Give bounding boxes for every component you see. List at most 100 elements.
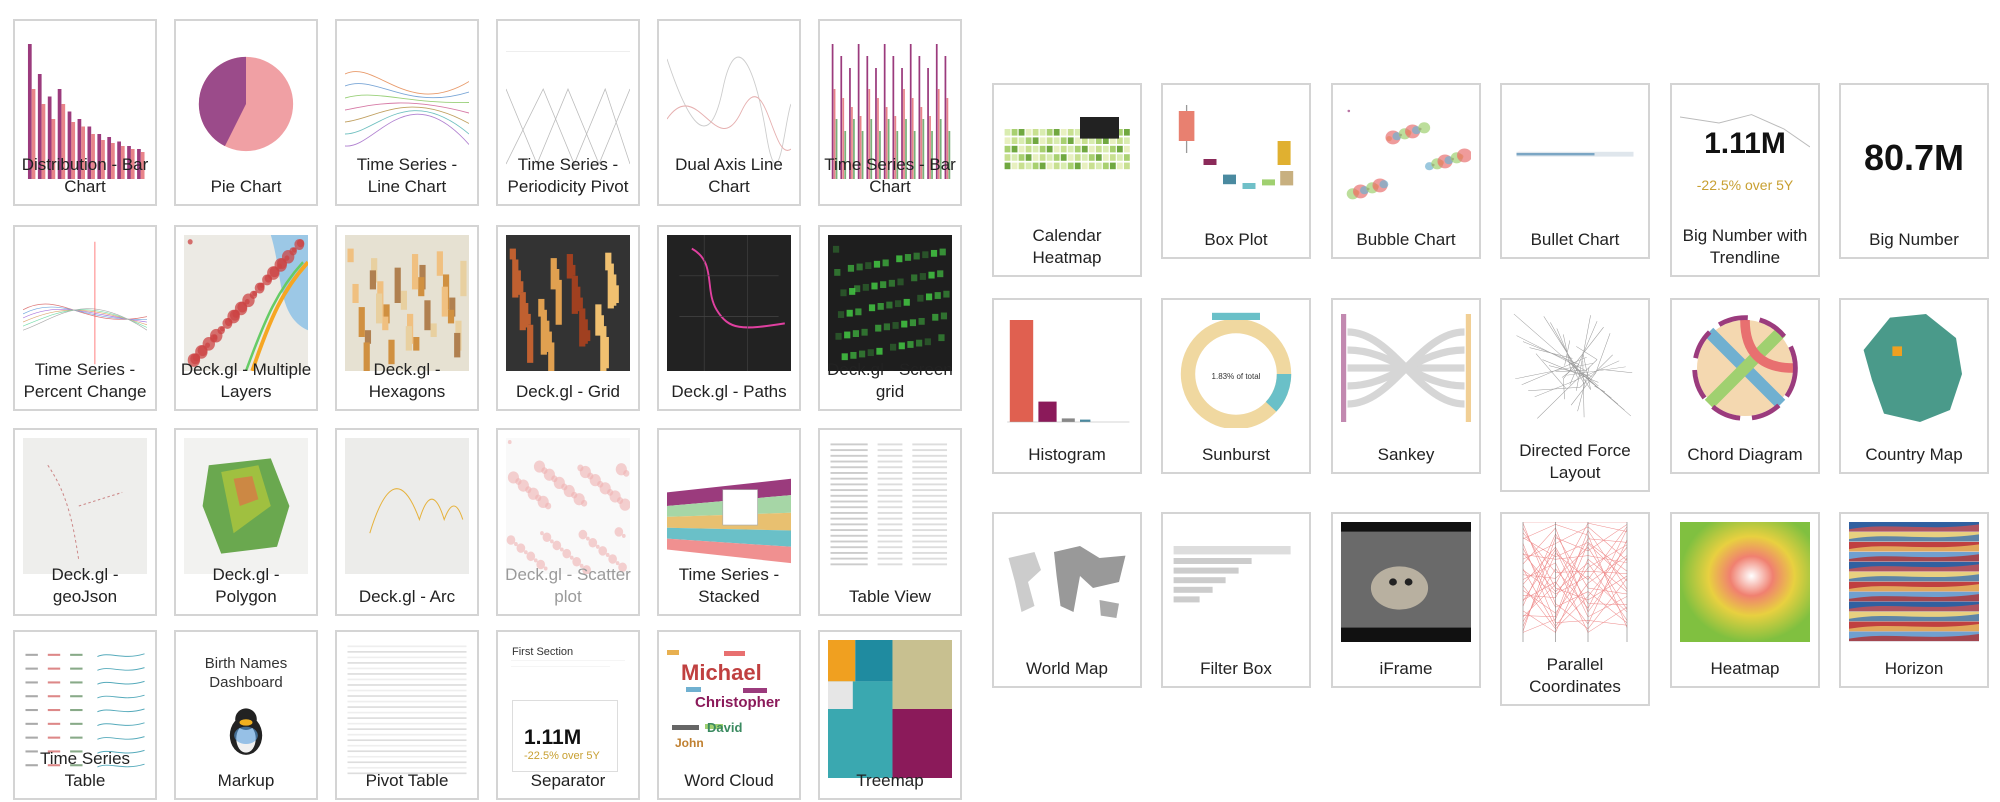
viz-thumbnail (1002, 308, 1132, 428)
viz-tile-label: Deck.gl - Polygon (212, 565, 280, 606)
viz-thumbnail (1510, 93, 1640, 213)
big-number-trend-value: 1.11M (1704, 127, 1786, 160)
viz-thumbnail (1510, 522, 1640, 642)
viz-tile-label: Deck.gl - Hexagons (368, 360, 446, 401)
viz-thumbnail (345, 235, 469, 371)
viz-tile-label: Deck.gl - geoJson (51, 565, 119, 606)
viz-thumbnail (506, 29, 630, 179)
viz-thumbnail (345, 438, 469, 574)
viz-tile-chord-diagram[interactable]: Chord Diagram (1670, 298, 1820, 474)
viz-tile-deck-gl-hexagons[interactable]: Deck.gl - Hexagons (335, 225, 479, 411)
viz-tile-deck-gl-polygon[interactable]: Deck.gl - Polygon (174, 428, 318, 616)
viz-tile-sankey[interactable]: Sankey (1331, 298, 1481, 474)
viz-thumbnail (1171, 93, 1301, 213)
viz-thumbnail: 80.7M (1849, 93, 1979, 213)
viz-tile-bubble-chart[interactable]: Bubble Chart (1331, 83, 1481, 259)
viz-tile-histogram[interactable]: Histogram (992, 298, 1142, 474)
viz-thumbnail (1849, 308, 1979, 428)
viz-thumbnail (828, 235, 952, 371)
viz-thumbnail (23, 235, 147, 371)
viz-thumbnail (345, 29, 469, 179)
viz-tile-big-number-with-trendline[interactable]: 1.11M -22.5% over 5Y Big Number with Trend… (1670, 83, 1820, 277)
word-cloud-word: David (707, 720, 743, 735)
viz-tile-box-plot[interactable]: Box Plot (1161, 83, 1311, 259)
viz-tile-calendar-heatmap[interactable]: Calendar Heatmap (992, 83, 1142, 277)
viz-tile-separator[interactable]: First Section 1.11M -22.5% over 5Y Separato… (496, 630, 640, 800)
viz-tile-country-map[interactable]: Country Map (1839, 298, 1989, 474)
viz-tile-label: Time Series - Bar Chart (824, 155, 956, 196)
viz-thumbnail (184, 29, 308, 179)
viz-tile-treemap[interactable]: Treemap (818, 630, 962, 800)
viz-tile-deck-gl-paths[interactable]: Deck.gl - Paths (657, 225, 801, 411)
viz-tile-label: Chord Diagram (1687, 445, 1803, 464)
viz-tile-label: World Map (1026, 659, 1108, 678)
viz-thumbnail (23, 640, 147, 778)
viz-tile-label: Markup (217, 771, 275, 790)
viz-tile-bullet-chart[interactable]: Bullet Chart (1500, 83, 1650, 259)
viz-tile-pie-chart[interactable]: Pie Chart (174, 19, 318, 206)
viz-tile-time-series-periodicity-pivot[interactable]: Time Series - Periodicity Pivot (496, 19, 640, 206)
viz-tile-label: Time Series - Line Chart (356, 155, 458, 196)
viz-tile-heatmap[interactable]: Heatmap (1670, 512, 1820, 688)
viz-thumbnail (1510, 308, 1640, 428)
viz-thumbnail (1002, 522, 1132, 642)
viz-tile-label: Sunburst (1201, 445, 1271, 464)
viz-tile-deck-gl-multiple-layers[interactable]: Deck.gl - Multiple Layers (174, 225, 318, 411)
viz-tile-time-series-percent-change[interactable]: Time Series - Percent Change (13, 225, 157, 411)
viz-tile-label: Time Series - Percent Change (23, 360, 147, 401)
big-number-value: 80.7M (1863, 137, 1965, 178)
viz-thumbnail: 1.83% of total (1171, 308, 1301, 428)
viz-tile-label: Directed Force Layout (1519, 441, 1631, 482)
viz-thumbnail (1002, 93, 1132, 213)
viz-tile-iframe[interactable]: iFrame (1331, 512, 1481, 688)
viz-thumbnail (1849, 522, 1979, 642)
viz-tile-sunburst[interactable]: 1.83% of total Sunburst (1161, 298, 1311, 474)
viz-tile-deck-gl-arc[interactable]: Deck.gl - Arc (335, 428, 479, 616)
viz-tile-dual-axis-line-chart[interactable]: Dual Axis Line Chart (657, 19, 801, 206)
viz-tile-label: Deck.gl - Arc (358, 587, 456, 606)
separator-big-number-subtitle: -22.5% over 5Y (524, 750, 600, 762)
viz-tile-directed-force-layout[interactable]: Directed Force Layout (1500, 298, 1650, 492)
viz-tile-table-view[interactable]: Table View (818, 428, 962, 616)
viz-tile-pivot-table[interactable]: Pivot Table (335, 630, 479, 800)
viz-tile-deck-gl-geojson[interactable]: Deck.gl - geoJson (13, 428, 157, 616)
viz-thumbnail (506, 438, 630, 574)
viz-tile-label: Time Series - Stacked (678, 565, 780, 606)
viz-tile-label: Heatmap (1710, 659, 1780, 678)
viz-tile-label: Distribution - Bar Chart (21, 155, 149, 196)
viz-thumbnail (1341, 93, 1471, 213)
viz-tile-time-series-bar-chart[interactable]: Time Series - Bar Chart (818, 19, 962, 206)
viz-tile-deck-gl-scatter-plot[interactable]: Deck.gl - Scatter plot (496, 428, 640, 616)
separator-big-number: 1.11M (524, 726, 582, 749)
viz-tile-world-map[interactable]: World Map (992, 512, 1142, 688)
viz-tile-distribution-bar-chart[interactable]: Distribution - Bar Chart (13, 19, 157, 206)
viz-tile-label: Deck.gl - Grid (516, 382, 620, 401)
viz-tile-deck-gl-screen-grid[interactable]: Deck.gl - Screen grid (818, 225, 962, 411)
viz-tile-label: Calendar Heatmap (1032, 226, 1102, 267)
viz-tile-label: Pie Chart (210, 177, 282, 196)
viz-tile-label: Word Cloud (684, 771, 774, 790)
viz-thumbnail (506, 235, 630, 371)
viz-tile-deck-gl-grid[interactable]: Deck.gl - Grid (496, 225, 640, 411)
word-cloud-word: Christopher (695, 694, 781, 711)
viz-tile-time-series-table[interactable]: Time Series Table (13, 630, 157, 800)
viz-tile-big-number[interactable]: 80.7M Big Number (1839, 83, 1989, 259)
viz-tile-word-cloud[interactable]: Michael Christopher David John Word Cloud (657, 630, 801, 800)
viz-thumbnail (667, 235, 791, 371)
viz-thumbnail (667, 438, 791, 574)
viz-tile-label: Box Plot (1204, 230, 1268, 249)
viz-tile-horizon[interactable]: Horizon (1839, 512, 1989, 688)
viz-thumbnail (1680, 308, 1810, 428)
viz-tile-label: Country Map (1865, 445, 1963, 464)
viz-thumbnail (828, 640, 952, 778)
viz-tile-time-series-line-chart[interactable]: Time Series - Line Chart (335, 19, 479, 206)
separator-section-title: First Section (512, 646, 574, 658)
viz-tile-label: Deck.gl - Scatter plot (505, 565, 631, 606)
viz-tile-filter-box[interactable]: Filter Box (1161, 512, 1311, 688)
viz-tile-markup[interactable]: Birth Names Dashboard Markup (174, 630, 318, 800)
viz-tile-label: Treemap (856, 771, 924, 790)
viz-tile-time-series-stacked[interactable]: Time Series - Stacked (657, 428, 801, 616)
viz-tile-label: Bullet Chart (1530, 230, 1620, 249)
viz-tile-label: Bubble Chart (1356, 230, 1456, 249)
viz-tile-parallel-coordinates[interactable]: Parallel Coordinates (1500, 512, 1650, 706)
